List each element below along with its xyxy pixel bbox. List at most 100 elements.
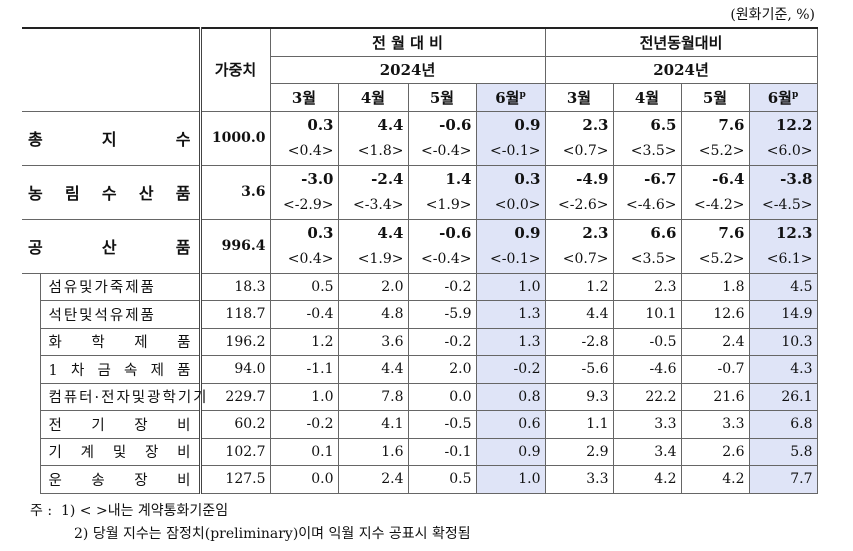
value: 7.8 bbox=[337, 382, 409, 411]
value: 2.3 bbox=[544, 110, 614, 138]
value: 4.3 bbox=[748, 355, 818, 384]
value: 1.1 bbox=[544, 410, 614, 439]
contribution: <-0.1> bbox=[475, 246, 546, 274]
contribution: <-2.9> bbox=[269, 192, 339, 220]
unit-note: (원화기준, %) bbox=[730, 7, 815, 23]
value: 6.8 bbox=[748, 410, 818, 439]
weight: 1000.0 bbox=[199, 110, 271, 166]
value: 1.2 bbox=[544, 272, 614, 301]
row-label: 섬유및가죽제품 bbox=[39, 272, 202, 301]
contribution: <-4.2> bbox=[680, 192, 750, 220]
value: 4.4 bbox=[544, 300, 614, 329]
value: 2.4 bbox=[680, 327, 750, 356]
contribution: <1.9> bbox=[337, 246, 409, 274]
contribution: <-0.4> bbox=[407, 138, 477, 166]
contribution: <3.5> bbox=[612, 246, 682, 274]
value: 12.2 bbox=[748, 110, 818, 138]
value: 0.8 bbox=[475, 382, 546, 411]
contribution: <5.2> bbox=[680, 138, 750, 166]
value: 5.8 bbox=[748, 437, 818, 466]
weight: 60.2 bbox=[199, 410, 271, 439]
main-row: 공 산 품 996.4 0.3 4.4 -0.6 0.9 2.3 6.6 7.6 12.3 bbox=[22, 218, 818, 274]
note-item: 1) < >내는 계약통화기준임 bbox=[60, 503, 229, 519]
contribution: <0.7> bbox=[544, 138, 614, 166]
weight: 94.0 bbox=[199, 355, 271, 384]
corner bbox=[22, 27, 202, 112]
month-header: 6월p bbox=[475, 83, 546, 112]
weight: 118.7 bbox=[199, 300, 271, 329]
value: 6.6 bbox=[612, 218, 682, 246]
value: 4.4 bbox=[337, 110, 409, 138]
value: 7.6 bbox=[680, 218, 750, 246]
row-label: 농 림 수 산 품 bbox=[22, 164, 202, 220]
value: 1.4 bbox=[407, 164, 477, 192]
row-label: 1 차 금 속 제 품 bbox=[39, 355, 202, 384]
group-year: 2024년 bbox=[544, 55, 818, 84]
weight: 102.7 bbox=[199, 437, 271, 466]
weight-header: 가중치 bbox=[199, 27, 271, 112]
value: 3.6 bbox=[337, 327, 409, 356]
contribution: <1.9> bbox=[407, 192, 477, 220]
price-index-table: 가중치 전 월 대 비 전년동월대비 2024년 2024년 3월 4월 5월 6월p 3월 4월 5… bbox=[22, 27, 818, 494]
note-2: 2) 당월 지수는 잠정치(preliminary)이며 익월 지수 공표시 확… bbox=[30, 523, 471, 546]
value: -5.9 bbox=[407, 300, 477, 329]
sub-row: 화 학 제 품 196.2 1.2 3.6 -0.2 1.3 -2.8 -0.5 2.4 10.3 bbox=[22, 327, 818, 356]
value: 14.9 bbox=[748, 300, 818, 329]
value: -3.8 bbox=[748, 164, 818, 192]
value: 2.0 bbox=[337, 272, 409, 301]
sub-row: 운 송 장 비 127.5 0.0 2.4 0.5 1.0 3.3 4.2 4.2 7.7 bbox=[22, 465, 818, 494]
value: -0.2 bbox=[407, 327, 477, 356]
value: 1.8 bbox=[680, 272, 750, 301]
value: 1.3 bbox=[475, 327, 546, 356]
value: 4.2 bbox=[680, 465, 750, 494]
row-label: 공 산 품 bbox=[22, 218, 202, 274]
main-row-contrib: <0.4> <1.8> <-0.4> <-0.1> <0.7> <3.5> <5.2> <6.… bbox=[22, 138, 818, 166]
value: 1.2 bbox=[269, 327, 339, 356]
value: 2.9 bbox=[544, 437, 614, 466]
value: 1.3 bbox=[475, 300, 546, 329]
value: -0.5 bbox=[612, 327, 682, 356]
month-label: 3월 bbox=[566, 88, 592, 107]
contribution: <-4.6> bbox=[612, 192, 682, 220]
row-label: 화 학 제 품 bbox=[39, 327, 202, 356]
contribution: <0.0> bbox=[475, 192, 546, 220]
contribution: <1.8> bbox=[337, 138, 409, 166]
month-label: 3월 bbox=[291, 88, 317, 107]
main-row: 농 림 수 산 품 3.6 -3.0 -2.4 1.4 0.3 -4.9 -6.7 -6.4 -3… bbox=[22, 164, 818, 220]
value: 2.0 bbox=[407, 355, 477, 384]
group-title: 전 월 대 비 bbox=[269, 27, 546, 57]
value: -2.8 bbox=[544, 327, 614, 356]
weight: 196.2 bbox=[199, 327, 271, 356]
value: 3.4 bbox=[612, 437, 682, 466]
preliminary-mark: p bbox=[519, 89, 526, 100]
value: -0.6 bbox=[407, 110, 477, 138]
main-row: 총 지 수 1000.0 0.3 4.4 -0.6 0.9 2.3 6.5 7.6 12.2 bbox=[22, 110, 818, 166]
notes: 주 : 1) < >내는 계약통화기준임 2) 당월 지수는 잠정치(preli… bbox=[30, 500, 471, 546]
value: -1.1 bbox=[269, 355, 339, 384]
sub-row: 전 기 장 비 60.2 -0.2 4.1 -0.5 0.6 1.1 3.3 3.3 6.8 bbox=[22, 410, 818, 439]
month-label: 6월 bbox=[495, 88, 520, 107]
month-label: 4월 bbox=[360, 88, 386, 107]
header-row: 3월 4월 5월 6월p 3월 4월 5월 6월p bbox=[22, 83, 818, 112]
contribution: <-0.4> bbox=[407, 246, 477, 274]
value: 4.5 bbox=[748, 272, 818, 301]
value: -6.4 bbox=[680, 164, 750, 192]
value: 26.1 bbox=[748, 382, 818, 411]
value: -0.2 bbox=[269, 410, 339, 439]
value: -5.6 bbox=[544, 355, 614, 384]
value: 0.9 bbox=[475, 218, 546, 246]
value: -0.7 bbox=[680, 355, 750, 384]
group-year: 2024년 bbox=[269, 55, 546, 84]
weight: 996.4 bbox=[199, 218, 271, 274]
value: 4.2 bbox=[612, 465, 682, 494]
header-row: 가중치 전 월 대 비 전년동월대비 bbox=[22, 27, 818, 112]
value: -4.9 bbox=[544, 164, 614, 192]
main-row-contrib: <-2.9> <-3.4> <1.9> <0.0> <-2.6> <-4.6> <-4.2>… bbox=[22, 192, 818, 220]
value: 4.4 bbox=[337, 218, 409, 246]
value: -0.5 bbox=[407, 410, 477, 439]
value: 12.3 bbox=[748, 218, 818, 246]
contribution: <5.2> bbox=[680, 246, 750, 274]
value: -0.1 bbox=[407, 437, 477, 466]
month-header: 3월 bbox=[269, 83, 339, 112]
